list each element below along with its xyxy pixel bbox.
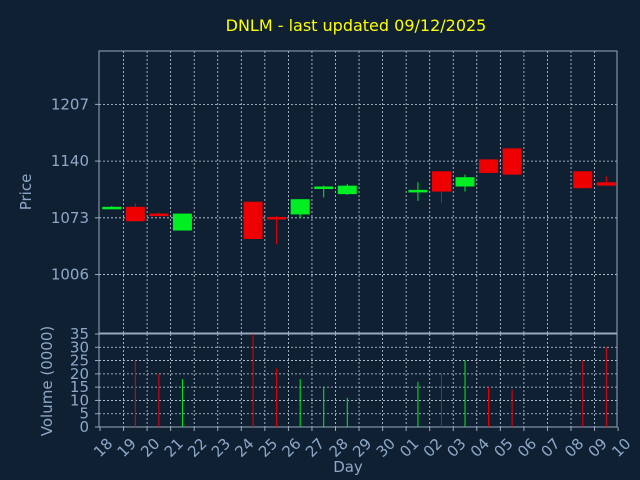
volume-tick-label: 25	[70, 352, 89, 370]
price-tick-label: 1073	[51, 209, 89, 227]
day-axis: 1819202122232425262728293001020304050607…	[90, 427, 634, 461]
day-tick-label: 24	[231, 435, 257, 461]
volume-tick-label: 10	[70, 391, 89, 409]
volume-tick-label: 15	[70, 378, 89, 396]
price-axis-label: Price	[17, 174, 35, 211]
candle-body	[172, 213, 192, 231]
volume-tick-label: 5	[79, 405, 89, 423]
day-tick-label: 20	[137, 435, 163, 461]
day-tick-label: 21	[161, 435, 187, 461]
volume-tick-label: 20	[70, 365, 89, 383]
volume-bars	[134, 334, 607, 427]
volume-tick-label: 30	[70, 338, 89, 356]
candle-body	[479, 159, 499, 173]
day-tick-label: 26	[278, 435, 304, 461]
candle-body	[102, 206, 122, 210]
candle-body	[149, 213, 169, 217]
volume-axis-label: Volume (0000)	[38, 326, 56, 436]
candle-body	[314, 186, 334, 189]
volume-panel-frame	[98, 333, 618, 428]
day-tick-label: 02	[420, 435, 446, 461]
day-tick-label: 09	[585, 435, 611, 461]
candle-body	[125, 206, 145, 222]
day-tick-label: 19	[114, 435, 140, 461]
day-axis-label: Day	[333, 458, 363, 476]
candle-body	[431, 171, 451, 192]
price-grid	[99, 51, 617, 333]
candle-body	[596, 182, 616, 186]
price-panel-frame	[98, 50, 618, 334]
day-tick-label: 03	[443, 435, 469, 461]
price-candles	[102, 148, 616, 245]
volume-grid	[99, 334, 617, 427]
day-tick-label: 25	[255, 435, 281, 461]
day-tick-label: 27	[302, 435, 328, 461]
candle-body	[337, 185, 357, 195]
price-tick-label: 1006	[51, 266, 89, 284]
day-tick-label: 05	[490, 435, 516, 461]
candle-body	[243, 201, 263, 239]
price-axis: 1006 1073 1140 1207	[51, 95, 99, 284]
candle-body	[573, 171, 593, 189]
day-tick-label: 18	[90, 435, 116, 461]
candle-body	[408, 189, 428, 193]
chart-title: DNLM - last updated 09/12/2025	[226, 16, 487, 35]
day-tick-label: 10	[608, 435, 634, 461]
candle-body	[455, 177, 475, 187]
day-tick-label: 29	[349, 435, 375, 461]
day-tick-label: 01	[396, 435, 422, 461]
day-tick-label: 04	[467, 435, 493, 461]
day-tick-label: 23	[208, 435, 234, 461]
candle-body	[267, 216, 287, 220]
day-tick-label: 30	[373, 435, 399, 461]
day-tick-label: 08	[561, 435, 587, 461]
day-tick-label: 07	[538, 435, 564, 461]
day-tick-label: 06	[514, 435, 540, 461]
day-tick-label: 22	[184, 435, 210, 461]
volume-tick-label: 0	[79, 418, 89, 436]
candle-body	[502, 148, 522, 175]
candle-body	[290, 199, 310, 215]
price-tick-label: 1140	[51, 152, 89, 170]
volume-tick-label: 35	[70, 325, 89, 343]
price-tick-label: 1207	[51, 95, 89, 113]
day-tick-label: 28	[326, 435, 352, 461]
